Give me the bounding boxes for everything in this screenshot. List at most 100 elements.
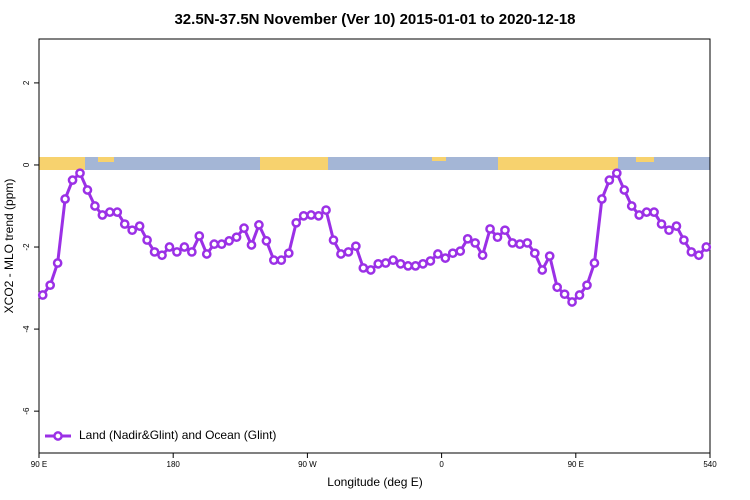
data-point xyxy=(67,175,78,185)
data-point xyxy=(589,258,600,268)
data-point xyxy=(112,207,123,217)
y-tick-label: 2 xyxy=(22,80,31,85)
data-line xyxy=(41,170,708,305)
data-point xyxy=(433,249,443,259)
data-point xyxy=(313,210,324,221)
data-point xyxy=(254,220,264,230)
data-point xyxy=(671,221,682,231)
data-point xyxy=(701,242,712,252)
y-axis-label: XCO2 - MLO trend (ppm) xyxy=(2,179,16,314)
data-point xyxy=(365,265,376,275)
data-point xyxy=(611,168,622,179)
data-point xyxy=(75,168,85,179)
chart-title: 32.5N-37.5N November (Ver 10) 2015-01-01… xyxy=(174,11,575,28)
data-point xyxy=(209,239,220,250)
x-tick-label: 180 xyxy=(167,460,181,469)
data-point xyxy=(515,239,525,250)
data-point xyxy=(492,232,503,243)
data-point xyxy=(597,194,607,204)
data-point xyxy=(90,201,100,211)
data-point xyxy=(201,249,212,259)
data-point xyxy=(477,250,488,261)
data-point xyxy=(358,263,369,273)
data-point xyxy=(269,255,279,266)
data-point xyxy=(567,297,577,307)
data-point xyxy=(298,210,309,221)
data-point xyxy=(447,248,458,259)
data-point xyxy=(425,256,436,266)
data-point xyxy=(261,236,272,246)
data-point xyxy=(37,290,48,300)
data-point xyxy=(231,232,242,243)
data-point xyxy=(82,185,93,195)
land-ocean-band xyxy=(39,157,710,170)
x-tick-label: 0 xyxy=(439,460,444,469)
legend-label: Land (Nadir&Glint) and Ocean (Glint) xyxy=(79,428,276,442)
data-point xyxy=(544,251,555,261)
data-point xyxy=(172,247,182,257)
data-point xyxy=(246,240,257,250)
data-point xyxy=(582,280,592,291)
data-point xyxy=(179,242,190,252)
data-point xyxy=(306,210,316,220)
legend-marker xyxy=(53,431,63,441)
data-point xyxy=(559,289,570,300)
data-point xyxy=(194,231,205,241)
data-point xyxy=(351,241,361,252)
data-point xyxy=(328,235,339,245)
data-point xyxy=(440,253,451,263)
data-point xyxy=(104,207,115,217)
data-point xyxy=(626,201,637,211)
data-point xyxy=(291,217,302,228)
data-point xyxy=(157,250,167,261)
data-point xyxy=(656,219,667,229)
data-point xyxy=(649,207,659,217)
data-point xyxy=(52,258,63,268)
data-point xyxy=(45,280,56,291)
data-point xyxy=(455,246,466,256)
data-point xyxy=(410,261,421,271)
data-point xyxy=(373,258,384,269)
data-point xyxy=(142,235,152,245)
y-tick-label: -6 xyxy=(22,407,31,415)
x-tick-label: 540 xyxy=(703,460,717,469)
data-point xyxy=(403,261,413,271)
data-point xyxy=(395,258,406,269)
data-point xyxy=(462,233,473,244)
data-point xyxy=(380,258,391,268)
x-tick-label: 90 E xyxy=(568,460,584,469)
data-point xyxy=(485,224,495,234)
data-point xyxy=(216,239,227,250)
data-point xyxy=(276,255,287,266)
data-point xyxy=(336,249,346,259)
data-point xyxy=(679,235,689,245)
data-point xyxy=(60,194,70,204)
data-point xyxy=(119,219,130,229)
data-point xyxy=(239,223,249,234)
data-point xyxy=(686,247,697,257)
x-tick-label: 90 E xyxy=(31,460,47,469)
data-point xyxy=(537,265,548,275)
data-point xyxy=(134,221,145,231)
data-point xyxy=(500,225,510,236)
data-point xyxy=(693,250,704,261)
data-point xyxy=(552,282,563,293)
data-point xyxy=(388,255,398,266)
data-point xyxy=(127,225,138,236)
data-point xyxy=(522,238,533,248)
data-point xyxy=(164,242,175,252)
data-point xyxy=(664,225,674,236)
data-point xyxy=(343,247,354,257)
data-point xyxy=(321,205,331,215)
y-tick-label: 0 xyxy=(22,162,31,167)
data-point xyxy=(619,185,630,195)
data-point xyxy=(604,175,615,185)
data-point xyxy=(641,207,652,217)
x-tick-label: 90 W xyxy=(298,460,317,469)
data-point xyxy=(149,247,160,257)
plot-frame xyxy=(38,38,711,454)
y-tick-label: -4 xyxy=(22,325,31,333)
data-point xyxy=(529,248,540,259)
data-point xyxy=(97,210,108,220)
